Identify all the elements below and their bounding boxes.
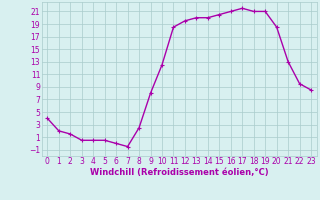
X-axis label: Windchill (Refroidissement éolien,°C): Windchill (Refroidissement éolien,°C): [90, 168, 268, 177]
